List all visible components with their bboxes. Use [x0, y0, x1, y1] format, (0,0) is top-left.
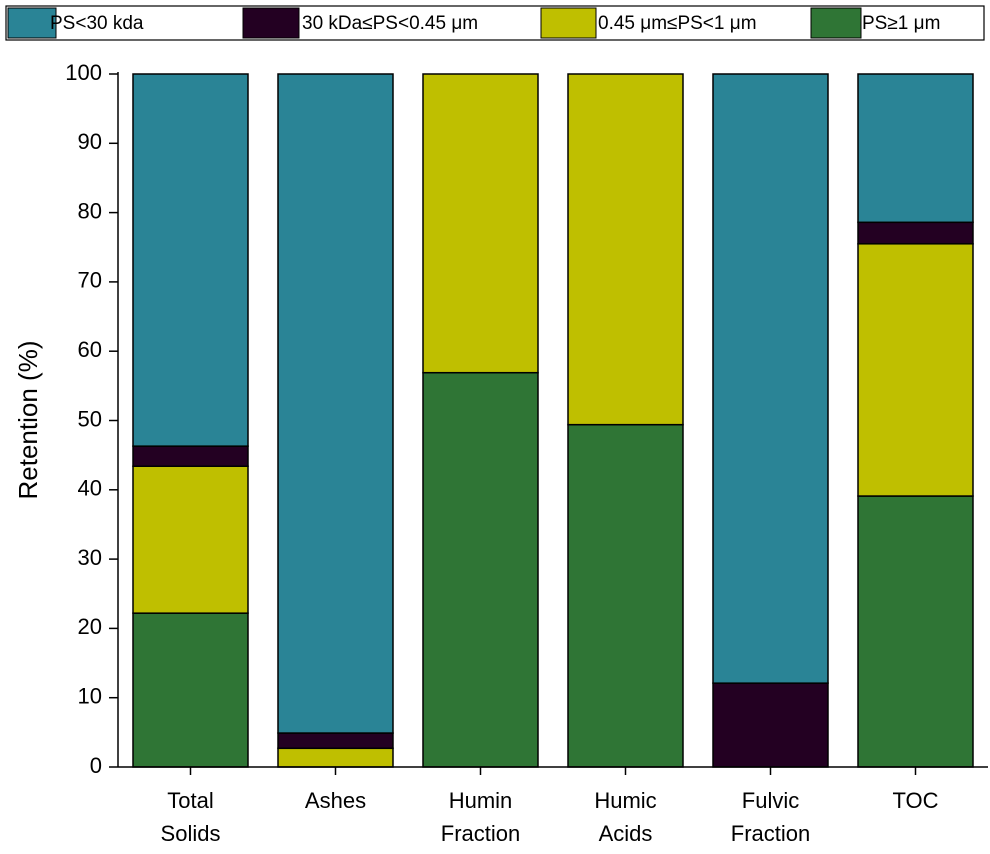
y-axis-label: Retention (%) — [13, 341, 43, 500]
x-tick-label: Ashes — [305, 788, 366, 813]
y-tick-label: 80 — [78, 198, 102, 223]
bar-segment — [857, 73, 974, 224]
y-tick-label: 70 — [78, 268, 102, 293]
x-tick-label: Humin — [449, 788, 513, 813]
legend-swatch — [540, 7, 597, 39]
y-tick-label: 20 — [78, 614, 102, 639]
legend-swatch — [7, 7, 57, 39]
bar-segment — [277, 747, 394, 768]
bar-segment — [132, 612, 249, 768]
bar-segment — [857, 243, 974, 497]
x-tick-label: TOC — [892, 788, 938, 813]
y-tick-label: 30 — [78, 545, 102, 570]
bar-segment — [712, 73, 829, 684]
bar-segment — [857, 221, 974, 245]
bar-segment — [567, 423, 684, 768]
x-tick-label: Total — [167, 788, 213, 813]
bar-segment — [422, 73, 539, 374]
legend-swatch — [242, 7, 300, 39]
bar-segment — [857, 495, 974, 768]
y-tick-label: 0 — [90, 753, 102, 778]
bar-segment — [132, 445, 249, 467]
x-tick-label: Acids — [599, 821, 653, 846]
bar-segment — [277, 732, 394, 750]
x-tick-label: Solids — [161, 821, 221, 846]
y-tick-label: 10 — [78, 684, 102, 709]
x-tick-label: Humic — [594, 788, 656, 813]
x-tick-label: Fraction — [441, 821, 520, 846]
y-tick-label: 50 — [78, 406, 102, 431]
bar-segment — [132, 465, 249, 614]
legend-label: PS<30 kda — [50, 13, 144, 34]
bar-segment — [277, 73, 394, 734]
bar-segment — [567, 73, 684, 426]
legend-label: 0.45 μm≤PS<1 μm — [598, 13, 757, 34]
bar-segment — [422, 371, 539, 768]
bar-segment — [712, 682, 829, 768]
y-tick-label: 90 — [78, 129, 102, 154]
legend-swatch — [810, 7, 862, 39]
y-tick-label: 40 — [78, 476, 102, 501]
y-tick-label: 100 — [65, 60, 102, 85]
bar-segment — [132, 73, 249, 447]
x-tick-label: Fraction — [731, 821, 810, 846]
x-tick-label: Fulvic — [742, 788, 799, 813]
legend-label: 30 kDa≤PS<0.45 μm — [302, 13, 478, 34]
y-tick-label: 60 — [78, 337, 102, 362]
legend-label: PS≥1 μm — [862, 13, 940, 34]
